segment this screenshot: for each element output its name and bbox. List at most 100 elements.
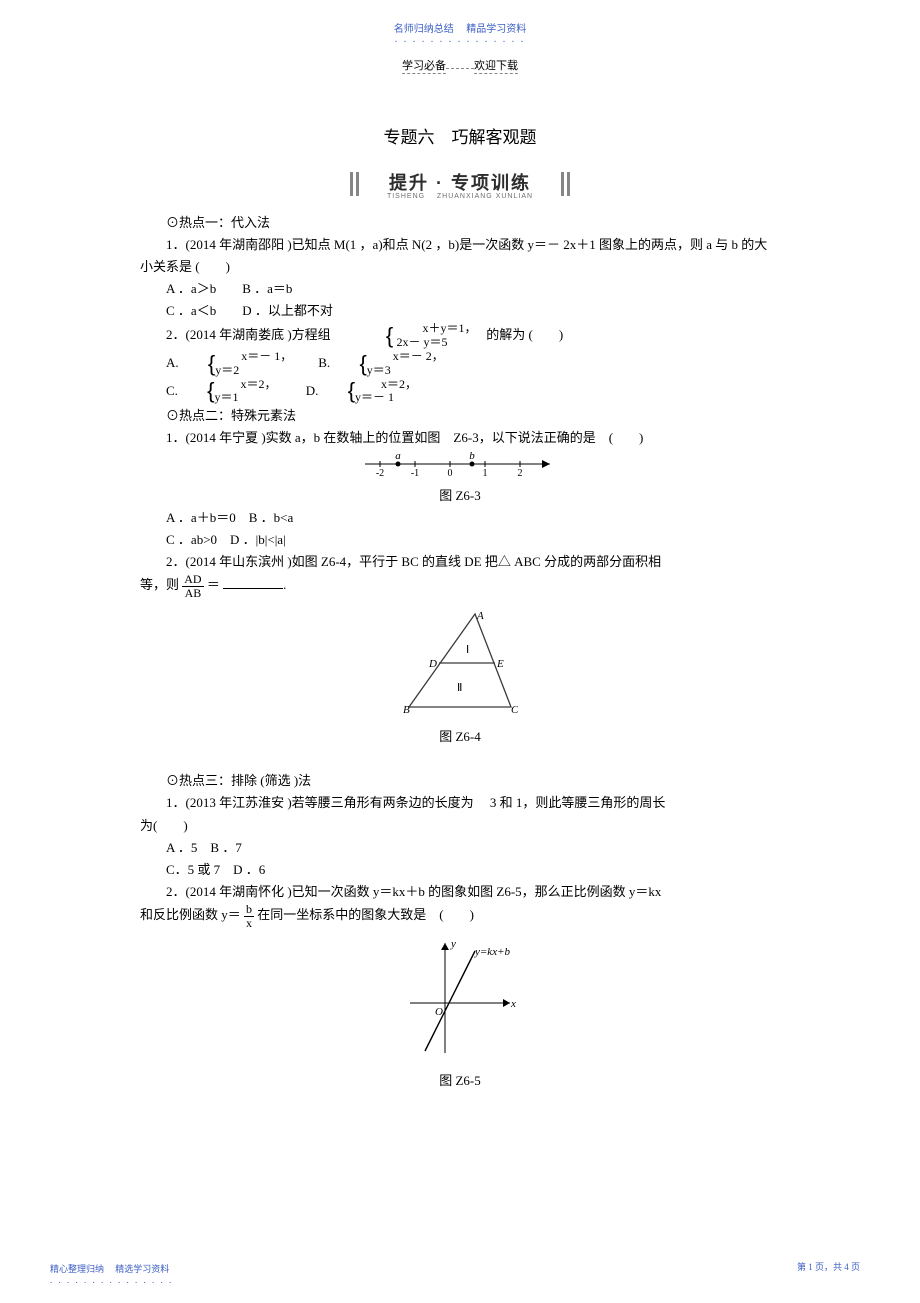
graph-figure: O y x y=kx+b 图 Z6-5 [140, 933, 780, 1092]
triangle-figure: A B C D E Ⅰ Ⅱ 图 Z6-4 [140, 609, 780, 748]
tri-B: B [403, 704, 410, 716]
tick-neg2: -2 [376, 468, 384, 477]
fig-z65-label: 图 Z6-5 [140, 1070, 780, 1092]
hot3-q2-l2a: 和反比例函数 y＝ [140, 907, 241, 922]
hot3-q1-l2: 为( ) [140, 815, 780, 837]
label-b: b [469, 451, 475, 462]
tri-C: C [511, 704, 518, 716]
subheader-gap [446, 68, 474, 69]
hot1-q2-AB: A. {x＝－ 1，y＝2 B. {x＝－ 2，y＝3 [140, 350, 780, 378]
hot3-q1-b: C．5 或 7 D ．6 [140, 859, 780, 881]
banner-bar [561, 172, 564, 196]
footer-dots: . . . . . . . . . . . . . . . [50, 1275, 173, 1285]
banner-content: 提升 · 专项训练 TISHENG ZHUANXIANG XUNLIAN [387, 169, 533, 200]
hot3-heading: ⊙热点三：排除 (筛选 )法 [140, 770, 780, 792]
point-a [396, 462, 401, 467]
header-dots: . . . . . . . . . . . . . . . [0, 34, 920, 45]
hot1-q2-eq2: 2x－ y＝5 [397, 335, 448, 349]
opt-B-2: y＝3 [367, 363, 391, 377]
hot2-frac: AD AB [182, 573, 203, 599]
tri-II: Ⅱ [457, 682, 462, 694]
fig-z64-label: 图 Z6-4 [140, 726, 780, 748]
hot3-q2-l1: 2．(2014 年湖南怀化 )已知一次函数 y＝kx＋b 的图象如图 Z6-5，… [140, 881, 780, 903]
tri-I: Ⅰ [466, 644, 469, 656]
frac-num: AD [182, 573, 203, 587]
banner-pinyin-right: ZHUANXIANG XUNLIAN [437, 193, 533, 200]
hot2-q1-a: A ．a＋b＝0 B ．b<a [140, 507, 780, 529]
tick-2: 2 [518, 468, 523, 477]
fig-z63-label: 图 Z6-3 [140, 485, 780, 507]
hot2-q2-l2a: 等，则 [140, 577, 179, 592]
hot2-q2-l1: 2．(2014 年山东滨州 )如图 Z6-4，平行于 BC 的直线 DE 把△ … [140, 551, 780, 573]
hot1-q1: 1．(2014 年湖南邵阳 )已知点 M(1 ，a)和点 N(2 ，b)是一次函… [140, 234, 780, 278]
page-title: 专题六 巧解客观题 [0, 123, 920, 148]
tri-D: D [428, 658, 437, 670]
tick-neg1: -1 [411, 468, 419, 477]
content-body: ⊙热点一：代入法 1．(2014 年湖南邵阳 )已知点 M(1 ，a)和点 N(… [140, 212, 780, 1092]
hot1-q1-b: C ．a＜b D ．以上都不对 [140, 300, 780, 322]
hot1-q2-intro: 2．(2014 年湖南娄底 )方程组 [166, 327, 331, 342]
footer-right: 第 1 页，共 4 页 [797, 1260, 860, 1273]
brace-icon: { [182, 353, 215, 375]
hot3-q1-l1: 1．(2013 年江苏淮安 )若等腰三角形有两条边的长度为 3 和 1，则此等腰… [140, 792, 780, 814]
hot1-q1-a: A ．a＞b B ．a＝b [140, 278, 780, 300]
opt-A: x＝－ 1，y＝2 [215, 350, 292, 378]
opt-B: x＝－ 2，y＝3 [367, 350, 444, 378]
answer-blank [223, 576, 283, 589]
number-line: -2 -1 0 1 2 a b [140, 451, 780, 484]
banner: 提升 · 专项训练 TISHENG ZHUANXIANG XUNLIAN [310, 166, 610, 202]
footer-left-b: 精选学习资料 [115, 1264, 169, 1274]
opt-A-2: y＝2 [215, 363, 239, 377]
opt-D-2: y＝－ 1 [355, 390, 394, 404]
header-top: 名师归纳总结 精品学习资料 [0, 0, 920, 35]
opt-D: x＝2，y＝－ 1 [355, 378, 417, 406]
hot2-heading: ⊙热点二：特殊元素法 [140, 405, 780, 427]
hot1-q2-CD: C. {x＝2，y＝1 D. {x＝2，y＝－ 1 [140, 378, 780, 406]
hot3-q1-a: A ．5 B ．7 [140, 837, 780, 859]
hot2-q1-b: C ．ab>0 D ．|b|<|a| [140, 529, 780, 551]
frac-den: AB [182, 587, 203, 600]
footer-left: 精心整理归纳 精选学习资料 . . . . . . . . . . . . . … [50, 1262, 173, 1285]
graph-svg: O y x y=kx+b [395, 933, 525, 1063]
opt-D-1: x＝2， [381, 377, 417, 391]
graph-y: y [450, 938, 456, 950]
hot1-q2-tail: 的解为 ( ) [486, 327, 563, 342]
banner-bar [356, 172, 359, 196]
triangle-svg: A B C D E Ⅰ Ⅱ [403, 609, 518, 719]
hot1-q1-text: 1．(2014 年湖南邵阳 )已知点 M(1 ，a)和点 N(2 ，b)是一次函… [140, 237, 767, 274]
tick-1: 1 [483, 468, 488, 477]
subheader-a: 学习必备 [402, 60, 446, 74]
point-b [470, 462, 475, 467]
hot3-q2-l2b: 在同一坐标系中的图象大致是 ( ) [257, 907, 474, 922]
opt-B-1: x＝－ 2， [393, 349, 444, 363]
banner-bars-left [350, 172, 359, 196]
brace-icon: { [360, 325, 393, 347]
hot1-q2: 2．(2014 年湖南娄底 )方程组 { x＋y＝1， 2x－ y＝5 的解为 … [140, 322, 780, 350]
banner-pinyin: TISHENG ZHUANXIANG XUNLIAN [387, 193, 533, 200]
opt-C-2: y＝1 [215, 390, 239, 404]
brace-icon: { [181, 380, 214, 402]
label-a: a [395, 451, 401, 462]
hot2-q2-l2b: ＝ [207, 577, 220, 592]
frac-x: x [244, 917, 254, 930]
opt-C-1: x＝2， [241, 377, 277, 391]
hot2-q1: 1．(2014 年宁夏 )实数 a，b 在数轴上的位置如图 Z6-3，以下说法正… [140, 427, 780, 449]
sub-header: 学习必备 欢迎下载 [0, 57, 920, 73]
banner-pinyin-left: TISHENG [387, 193, 425, 200]
brace-icon: { [322, 380, 355, 402]
hot1-q2-stack: x＋y＝1， 2x－ y＝5 [397, 322, 477, 350]
hot1-q2-eq1: x＋y＝1， [423, 321, 477, 335]
tick-0: 0 [448, 468, 453, 477]
graph-x: x [510, 998, 516, 1010]
graph-line-label: y=kx+b [474, 946, 510, 958]
number-line-svg: -2 -1 0 1 2 a b [360, 451, 560, 477]
banner-bar [350, 172, 353, 196]
hot1-heading: ⊙热点一：代入法 [140, 212, 780, 234]
opt-C: x＝2，y＝1 [215, 378, 277, 406]
banner-bars-right [561, 172, 570, 196]
hot2-q2-l2: 等，则 AD AB ＝ . [140, 573, 780, 599]
hot3-frac: b x [244, 903, 254, 929]
hot3-q2-l2: 和反比例函数 y＝ b x 在同一坐标系中的图象大致是 ( ) [140, 903, 780, 929]
hot1-q2-sys: { x＋y＝1， 2x－ y＝5 [334, 322, 477, 350]
subheader-b: 欢迎下载 [474, 60, 518, 74]
